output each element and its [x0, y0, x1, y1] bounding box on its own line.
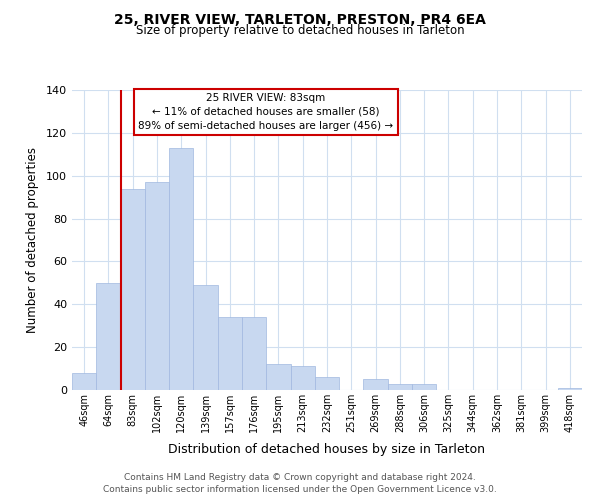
Bar — [96, 283, 121, 390]
Bar — [266, 364, 290, 390]
Text: 25, RIVER VIEW, TARLETON, PRESTON, PR4 6EA: 25, RIVER VIEW, TARLETON, PRESTON, PR4 6… — [114, 12, 486, 26]
Y-axis label: Number of detached properties: Number of detached properties — [26, 147, 39, 333]
Text: 25 RIVER VIEW: 83sqm
← 11% of detached houses are smaller (58)
89% of semi-detac: 25 RIVER VIEW: 83sqm ← 11% of detached h… — [138, 93, 394, 131]
Bar — [218, 317, 242, 390]
Bar — [290, 366, 315, 390]
Bar — [412, 384, 436, 390]
Bar — [145, 182, 169, 390]
Bar — [315, 377, 339, 390]
Bar — [169, 148, 193, 390]
Bar — [121, 188, 145, 390]
Bar — [242, 317, 266, 390]
Text: Size of property relative to detached houses in Tarleton: Size of property relative to detached ho… — [136, 24, 464, 37]
Bar — [388, 384, 412, 390]
Bar — [558, 388, 582, 390]
Bar — [193, 285, 218, 390]
Text: Contains HM Land Registry data © Crown copyright and database right 2024.: Contains HM Land Registry data © Crown c… — [124, 472, 476, 482]
Bar — [364, 380, 388, 390]
Text: Contains public sector information licensed under the Open Government Licence v3: Contains public sector information licen… — [103, 485, 497, 494]
Bar — [72, 373, 96, 390]
X-axis label: Distribution of detached houses by size in Tarleton: Distribution of detached houses by size … — [169, 444, 485, 456]
